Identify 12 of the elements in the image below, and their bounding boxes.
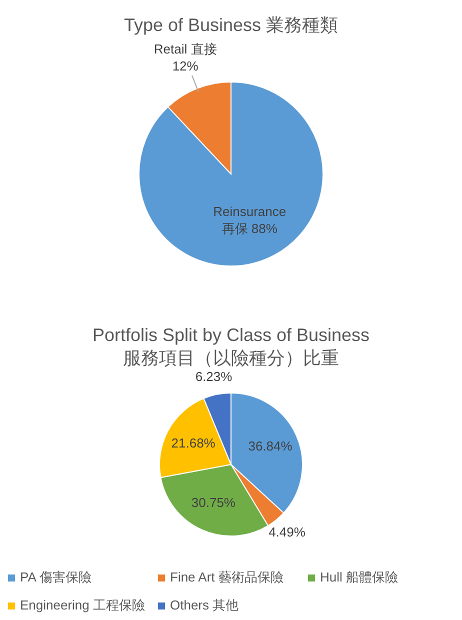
data-label: 36.84%: [248, 438, 292, 454]
data-label: 4.49%: [268, 524, 306, 540]
data-label: 再保 88%: [222, 220, 278, 236]
title: 服務項目（以險種分）比重: [123, 348, 339, 368]
data-label: 6.23%: [195, 369, 232, 384]
data-label: Reinsurance: [213, 204, 286, 219]
data-label: 21.68%: [171, 435, 216, 450]
data-label: 30.75%: [191, 495, 236, 510]
title: Type of Business 業務種類: [124, 14, 338, 35]
data-label: Retail 直接: [154, 42, 217, 57]
data-label: 12%: [172, 58, 198, 74]
title: Portfolis Split by Class of Business: [92, 324, 370, 345]
